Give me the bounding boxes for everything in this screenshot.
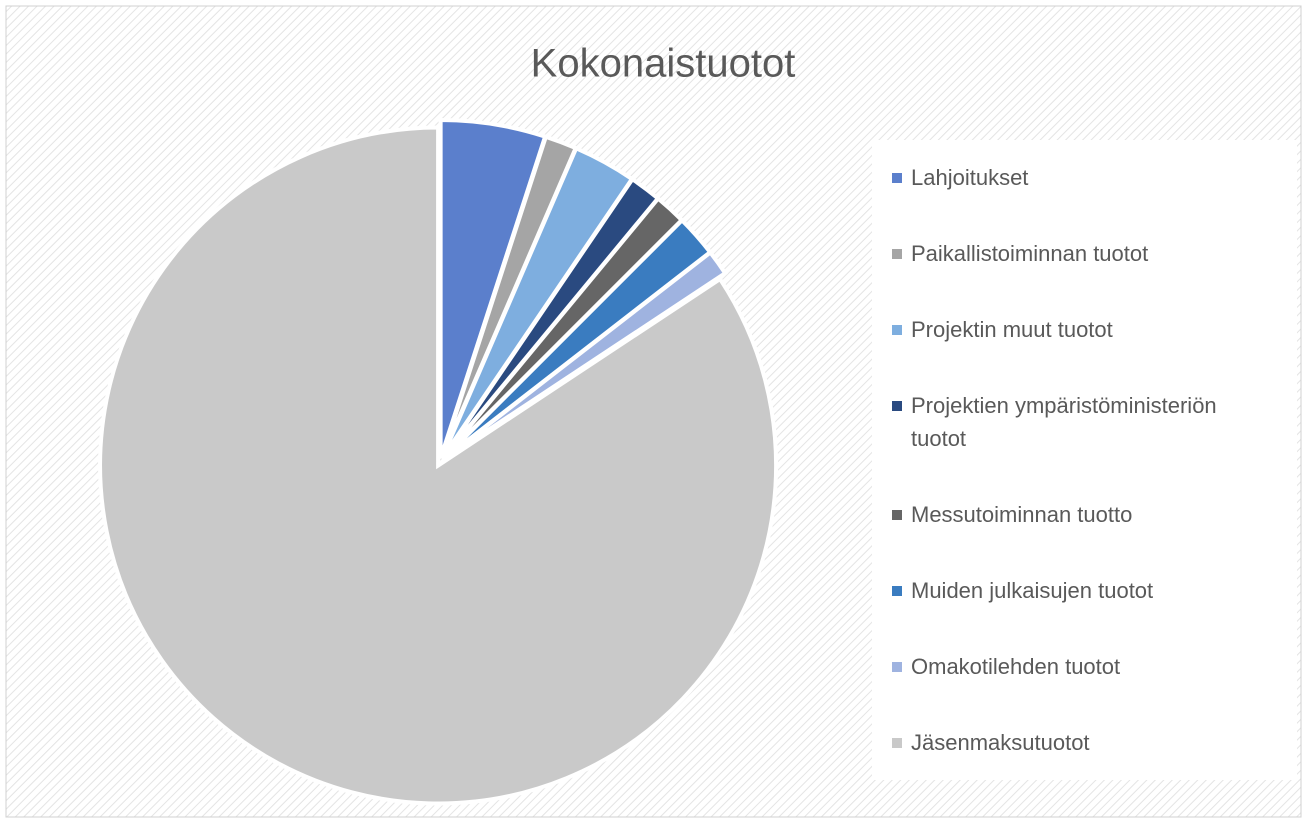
legend-label: Jäsenmaksutuotot [911,729,1090,755]
legend-item: Muiden julkaisujen tuotot [892,574,1297,607]
legend-label: Lahjoitukset [911,165,1029,191]
legend-label: Paikallistoiminnan tuotot [911,241,1149,267]
legend-item: Jäsenmaksutuotot [892,726,1297,759]
legend-swatch [892,737,902,748]
legend-label: Projektien ympäristöministeriön tuotot [911,393,1217,452]
legend-item: Omakotilehden tuotot [892,650,1297,683]
legend-label: Omakotilehden tuotot [911,653,1121,679]
legend-item: Paikallistoiminnan tuotot [892,237,1297,270]
chart-title: Kokonaistuotot [531,42,796,86]
legend-item: Projektin muut tuotot [892,313,1297,346]
legend-item: Projektien ympäristöministeriön tuotot [892,389,1297,455]
legend-label: Projektin muut tuotot [911,317,1113,343]
legend-label: Messutoiminnan tuotto [911,501,1133,527]
pie-slice [98,125,779,806]
legend-swatch [892,325,902,336]
legend-swatch [892,585,902,596]
pie [98,118,779,806]
legend-item: Lahjoitukset [892,161,1297,194]
legend-swatch [892,509,902,520]
legend-swatch [892,173,902,184]
legend-swatch [892,401,902,412]
legend-item: Messutoiminnan tuotto [892,498,1297,531]
pie-slice [442,249,728,462]
legend-label: Muiden julkaisujen tuotot [911,577,1154,603]
legend: Lahjoitukset Paikallistoiminnan tuotot Pro… [872,140,1297,780]
legend-swatch [892,661,902,672]
legend-swatch [892,249,902,260]
